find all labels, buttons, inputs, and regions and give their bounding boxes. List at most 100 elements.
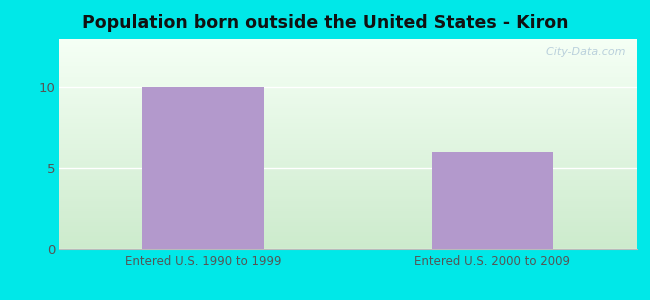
Bar [58, 92, 637, 94]
Bar [58, 182, 637, 184]
Bar [58, 194, 637, 196]
Bar [58, 83, 637, 85]
Bar [58, 75, 637, 77]
Bar [58, 94, 637, 96]
Bar [58, 81, 637, 83]
Bar [58, 186, 637, 188]
Bar [58, 215, 637, 217]
Bar [58, 243, 637, 245]
Bar [58, 102, 637, 104]
Bar [58, 220, 637, 222]
Bar [58, 140, 637, 142]
Bar [58, 150, 637, 152]
Bar [58, 47, 637, 50]
Bar [58, 148, 637, 150]
Bar [58, 43, 637, 45]
Bar [58, 73, 637, 75]
Bar [58, 45, 637, 47]
Bar [58, 209, 637, 211]
Bar [58, 56, 637, 58]
Bar [58, 123, 637, 125]
Bar [58, 136, 637, 138]
Bar [58, 79, 637, 81]
Bar [58, 199, 637, 201]
Bar [58, 138, 637, 140]
Bar [58, 131, 637, 134]
Bar [58, 238, 637, 241]
Bar [58, 163, 637, 165]
Bar [58, 134, 637, 136]
Bar [58, 110, 637, 112]
Bar [58, 154, 637, 157]
Bar [58, 205, 637, 207]
Bar [58, 190, 637, 192]
Bar [58, 39, 637, 41]
Bar [58, 171, 637, 173]
Bar [58, 104, 637, 106]
Bar [58, 60, 637, 62]
Bar [58, 178, 637, 180]
Bar [58, 98, 637, 100]
Bar [58, 144, 637, 146]
Bar [58, 228, 637, 230]
Bar [58, 167, 637, 169]
Bar [58, 41, 637, 43]
Bar [58, 142, 637, 144]
Bar [58, 54, 637, 56]
Bar [58, 226, 637, 228]
Bar [142, 88, 264, 249]
Bar [58, 68, 637, 70]
Bar [58, 127, 637, 129]
Bar [58, 218, 637, 220]
Bar [58, 203, 637, 205]
Bar [58, 159, 637, 161]
Bar [58, 173, 637, 175]
Bar [58, 165, 637, 167]
Bar [58, 85, 637, 87]
Bar [58, 161, 637, 163]
Bar [58, 188, 637, 190]
Bar [58, 106, 637, 108]
Text: City-Data.com: City-Data.com [539, 47, 625, 57]
Bar [58, 152, 637, 154]
Bar [58, 52, 637, 54]
Bar [58, 245, 637, 247]
Bar [58, 129, 637, 131]
Bar [58, 87, 637, 89]
Bar [58, 176, 637, 178]
Bar [58, 180, 637, 182]
Bar [58, 184, 637, 186]
Bar [58, 213, 637, 215]
Bar [58, 100, 637, 102]
Bar [58, 234, 637, 236]
Bar [58, 112, 637, 115]
Bar [58, 236, 637, 238]
Bar [58, 89, 637, 92]
Bar [58, 62, 637, 64]
Bar [58, 108, 637, 110]
Bar [58, 211, 637, 213]
Bar [58, 121, 637, 123]
Bar [58, 119, 637, 121]
Bar [58, 50, 637, 52]
Text: Population born outside the United States - Kiron: Population born outside the United State… [82, 14, 568, 32]
Bar [58, 77, 637, 79]
Bar [58, 115, 637, 117]
Bar [58, 70, 637, 73]
Bar [58, 224, 637, 226]
Bar [58, 58, 637, 60]
Bar [58, 222, 637, 224]
Bar [58, 64, 637, 66]
Bar [58, 169, 637, 171]
Bar [58, 66, 637, 68]
Bar [58, 207, 637, 209]
Bar [58, 96, 637, 98]
Bar [58, 117, 637, 119]
Bar [58, 192, 637, 194]
Bar [58, 247, 637, 249]
Bar [58, 196, 637, 199]
Bar [58, 232, 637, 234]
Bar [58, 201, 637, 203]
Bar [58, 146, 637, 148]
Bar [58, 125, 637, 127]
